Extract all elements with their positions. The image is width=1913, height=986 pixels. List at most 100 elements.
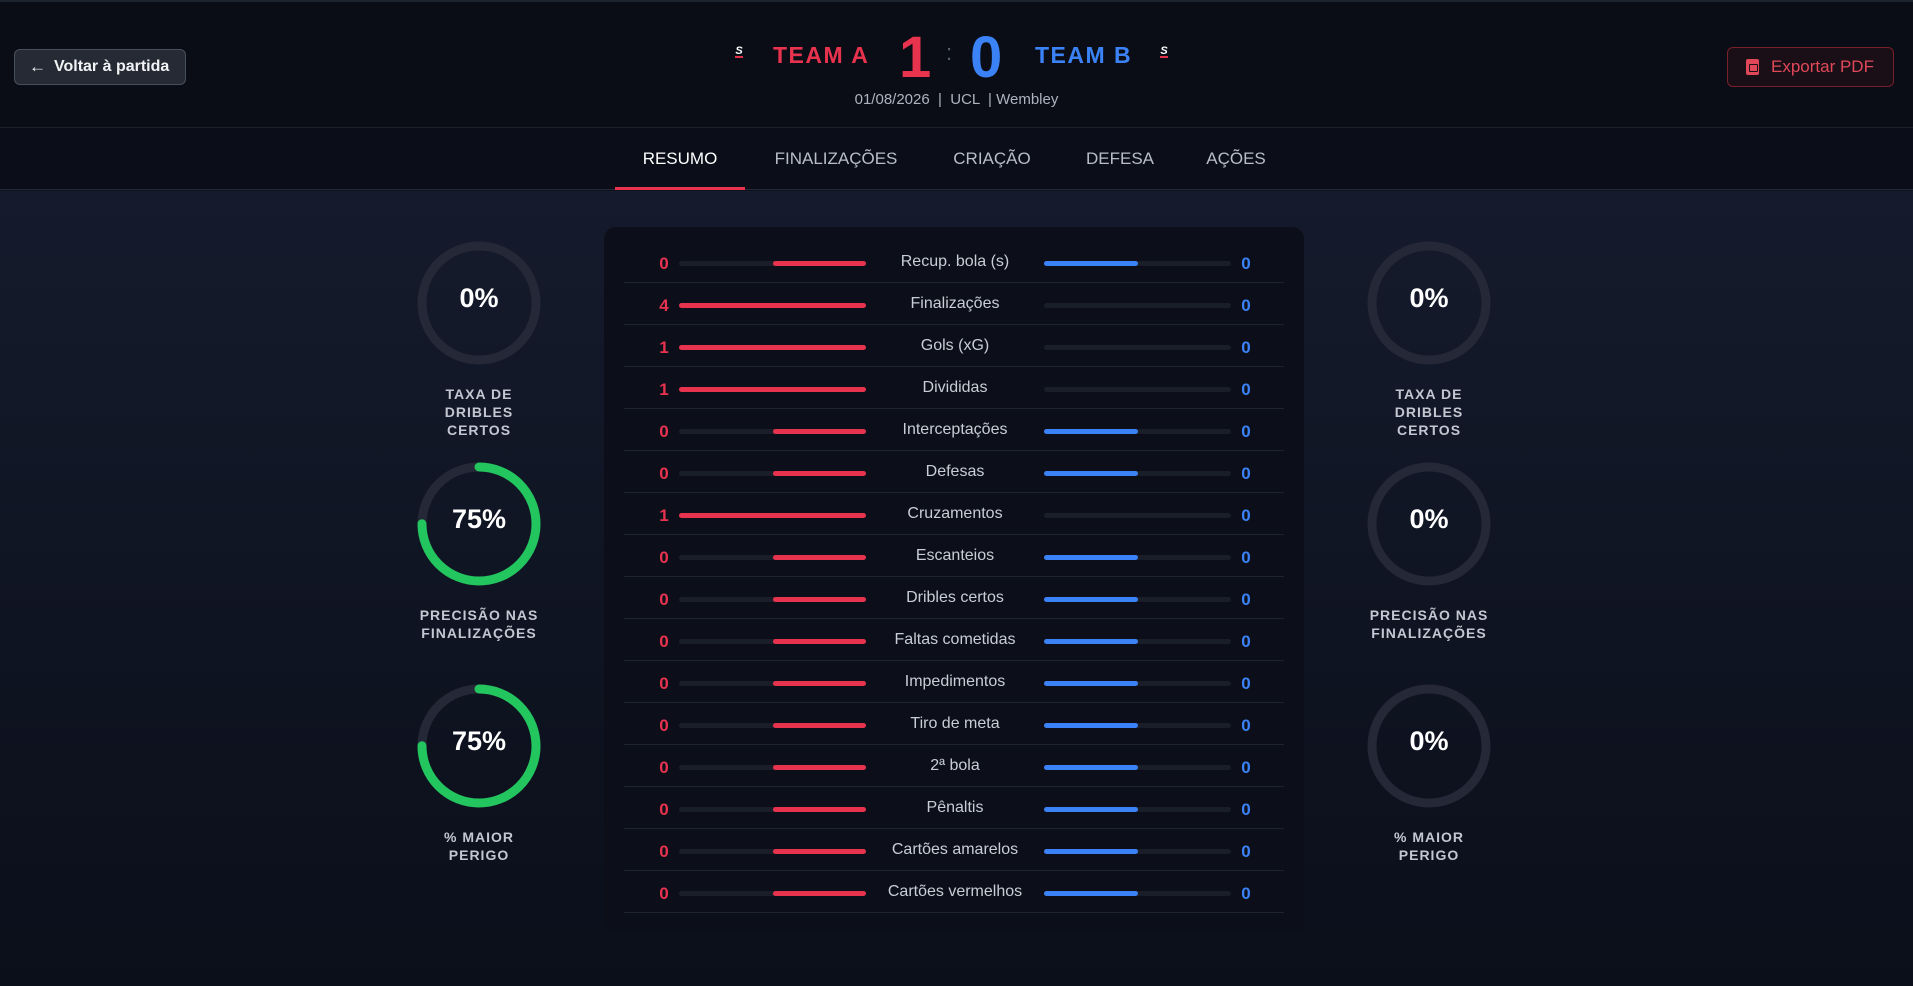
team-b-bar-fill bbox=[1044, 765, 1138, 770]
gauge-label: % MAIOR PERIGO bbox=[1394, 829, 1464, 863]
stat-label: Tiro de meta bbox=[910, 715, 1000, 732]
gauge-label: TAXA DE DRIBLES CERTOS bbox=[1394, 386, 1464, 438]
team-a-bar-fill bbox=[772, 639, 866, 644]
team-a-stat-value: 0 bbox=[659, 590, 669, 609]
left-gauge-1: 75% PRECISÃO NAS FINALIZAÇÕES bbox=[413, 458, 545, 642]
gauge-value: 75% bbox=[451, 504, 507, 534]
score-separator: : bbox=[946, 40, 953, 65]
tab-acoes[interactable]: AÇÕES bbox=[1206, 149, 1266, 168]
stat-row: 0 Interceptações 0 bbox=[624, 409, 1284, 451]
team-a-stat-value: 0 bbox=[659, 758, 669, 777]
gauge-value: 0% bbox=[459, 283, 499, 313]
gauge-ring bbox=[417, 241, 541, 365]
team-a-bar-fill bbox=[772, 765, 866, 770]
gauge-value: 0% bbox=[1409, 504, 1449, 534]
stat-label: Recup. bola (s) bbox=[900, 253, 1010, 270]
stat-label: Divididas bbox=[922, 379, 988, 396]
team-b-stat-value: 0 bbox=[1241, 254, 1251, 273]
tab-finalizacoes[interactable]: FINALIZAÇÕES bbox=[774, 149, 898, 168]
team-b-stat-value: 0 bbox=[1241, 296, 1251, 315]
team-a-bar-track bbox=[679, 765, 866, 770]
stat-label: 2ª bola bbox=[930, 757, 980, 774]
stat-row: 0 Cartões amarelos 0 bbox=[624, 829, 1284, 871]
tab-resumo[interactable]: RESUMO bbox=[615, 128, 745, 190]
export-pdf-button[interactable]: Exportar PDF bbox=[1727, 47, 1894, 87]
gauge-ring bbox=[417, 684, 541, 808]
stat-row: 4 Finalizações 0 bbox=[624, 283, 1284, 325]
team-b-logo-icon: S bbox=[1160, 44, 1168, 58]
team-a-bar-fill bbox=[772, 429, 866, 434]
stat-row: 0 Faltas cometidas 0 bbox=[624, 619, 1284, 661]
team-a-stat-value: 1 bbox=[659, 338, 669, 357]
gauge-ring bbox=[417, 462, 541, 586]
team-a-bar-track bbox=[679, 639, 866, 644]
tab-criacao[interactable]: CRIAÇÃO bbox=[953, 149, 1031, 168]
pdf-file-icon bbox=[1746, 59, 1759, 75]
team-b-bar-track bbox=[1044, 849, 1231, 854]
team-b-bar-fill bbox=[1044, 471, 1138, 476]
stat-label: Cartões vermelhos bbox=[887, 883, 1023, 900]
tab-bar: RESUMO FINALIZAÇÕES CRIAÇÃO DEFESA AÇÕES bbox=[0, 128, 1913, 190]
team-b-bar-fill bbox=[1044, 639, 1138, 644]
team-a-bar-fill bbox=[772, 891, 866, 896]
team-b-bar-track bbox=[1044, 681, 1231, 686]
team-a-stat-value: 0 bbox=[659, 632, 669, 651]
team-b-stat-value: 0 bbox=[1241, 548, 1251, 567]
gauge-label: % MAIOR PERIGO bbox=[444, 829, 514, 863]
team-a-stat-value: 0 bbox=[659, 548, 669, 567]
match-meta: 01/08/2026 | UCL | Wembley bbox=[854, 91, 1059, 108]
team-a-bar-fill bbox=[772, 681, 866, 686]
team-a-bar-fill bbox=[679, 345, 866, 350]
gauge-label: PRECISÃO NAS FINALIZAÇÕES bbox=[1369, 607, 1489, 641]
team-b-bar-track bbox=[1044, 303, 1231, 308]
gauge-value: 0% bbox=[1409, 283, 1449, 313]
back-to-match-button[interactable]: ← Voltar à partida bbox=[14, 49, 186, 85]
team-a-stat-value: 1 bbox=[659, 506, 669, 525]
stat-row: 0 Impedimentos 0 bbox=[624, 661, 1284, 703]
team-b-bar-track bbox=[1044, 765, 1231, 770]
team-b-stat-value: 0 bbox=[1241, 674, 1251, 693]
stat-row: 1 Divididas 0 bbox=[624, 367, 1284, 409]
stat-label: Impedimentos bbox=[904, 673, 1006, 690]
stat-row: 1 Cruzamentos 0 bbox=[624, 493, 1284, 535]
stat-row: 0 Dribles certos 0 bbox=[624, 577, 1284, 619]
team-a-stat-value: 0 bbox=[659, 884, 669, 903]
stat-row: 0 Tiro de meta 0 bbox=[624, 703, 1284, 745]
right-gauge-1: 0% PRECISÃO NAS FINALIZAÇÕES bbox=[1363, 458, 1495, 642]
match-header: ← Voltar à partida S TEAM A 1 : 0 TEAM B… bbox=[0, 0, 1913, 128]
gauge-value: 0% bbox=[1409, 726, 1449, 756]
stat-label: Cartões amarelos bbox=[891, 841, 1019, 858]
team-a-name: TEAM A bbox=[773, 42, 870, 68]
team-b-stat-value: 0 bbox=[1241, 590, 1251, 609]
team-a-stat-value: 0 bbox=[659, 464, 669, 483]
team-a-bar-track bbox=[679, 891, 866, 896]
team-a-bar-track bbox=[679, 723, 866, 728]
team-b-bar-track bbox=[1044, 639, 1231, 644]
team-a-bar-fill bbox=[679, 387, 866, 392]
team-b-bar-fill bbox=[1044, 891, 1138, 896]
gauge-ring bbox=[1367, 684, 1491, 808]
team-a-bar-fill bbox=[772, 261, 866, 266]
team-a-bar-track bbox=[679, 345, 866, 350]
team-b-bar-fill bbox=[1044, 807, 1138, 812]
team-a-stat-value: 1 bbox=[659, 380, 669, 399]
left-gauge-0: 0% TAXA DE DRIBLES CERTOS bbox=[413, 237, 545, 439]
arrow-left-icon: ← bbox=[29, 57, 46, 76]
team-a-stat-value: 0 bbox=[659, 842, 669, 861]
stat-row: 0 Escanteios 0 bbox=[624, 535, 1284, 577]
stat-label: Escanteios bbox=[915, 547, 995, 564]
right-gauge-0: 0% TAXA DE DRIBLES CERTOS bbox=[1363, 237, 1495, 439]
stat-row: 0 Cartões vermelhos 0 bbox=[624, 871, 1284, 913]
stat-label: Gols (xG) bbox=[920, 337, 990, 354]
team-a-bar-track bbox=[679, 429, 866, 434]
team-b-name: TEAM B bbox=[1035, 42, 1133, 68]
team-b-bar-track bbox=[1044, 723, 1231, 728]
stat-label: Dribles certos bbox=[906, 589, 1004, 606]
team-b-bar-track bbox=[1044, 471, 1231, 476]
team-a-stat-value: 0 bbox=[659, 674, 669, 693]
tab-defesa[interactable]: DEFESA bbox=[1085, 149, 1155, 168]
back-button-label: Voltar à partida bbox=[54, 58, 170, 75]
team-a-bar-fill bbox=[679, 303, 866, 308]
team-b-stat-value: 0 bbox=[1241, 716, 1251, 735]
team-b-bar-track bbox=[1044, 513, 1231, 518]
